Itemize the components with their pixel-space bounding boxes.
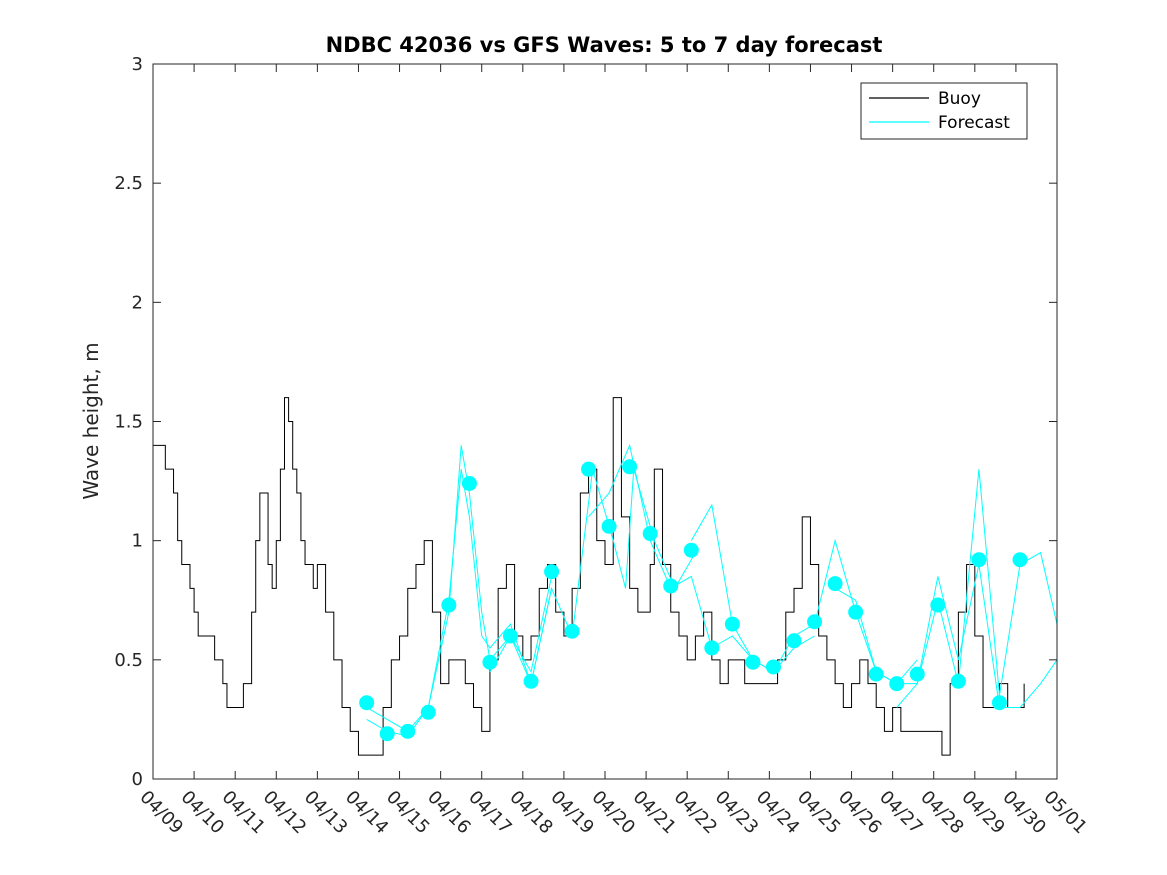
y-tick-label: 2 <box>132 292 143 313</box>
y-tick-label: 2.5 <box>114 173 143 194</box>
forecast-point <box>544 564 560 580</box>
legend: Buoy Forecast <box>860 82 1028 140</box>
forecast-point <box>420 704 436 720</box>
forecast-point <box>379 726 395 742</box>
forecast-point <box>745 654 761 670</box>
forecast-point <box>868 666 884 682</box>
legend-buoy-label: Buoy <box>938 89 981 109</box>
forecast-point <box>724 616 740 632</box>
forecast-point <box>564 623 580 639</box>
buoy-line <box>153 397 1025 756</box>
forecast-point <box>622 459 638 475</box>
forecast-point <box>930 597 946 613</box>
legend-box <box>860 82 1028 140</box>
legend-forecast-label: Forecast <box>938 113 1010 133</box>
y-tick-label: 0.5 <box>114 650 143 671</box>
forecast-point <box>827 576 843 592</box>
forecast-point <box>765 659 781 675</box>
forecast-point <box>909 666 925 682</box>
forecast-point <box>642 526 658 542</box>
y-tick-label: 0 <box>132 769 143 790</box>
forecast-point <box>971 552 987 568</box>
forecast-point <box>848 604 864 620</box>
forecast-point <box>461 475 477 491</box>
chart-title: NDBC 42036 vs GFS Waves: 5 to 7 day fore… <box>326 33 883 57</box>
forecast-point <box>683 542 699 558</box>
forecast-point <box>523 673 539 689</box>
forecast-point <box>441 597 457 613</box>
forecast-point <box>889 676 905 692</box>
forecast-point <box>704 640 720 656</box>
y-tick-label: 3 <box>132 54 143 75</box>
y-axis-label: Wave height, m <box>79 342 103 499</box>
forecast-point <box>601 518 617 534</box>
forecast-point <box>581 461 597 477</box>
forecast-point <box>502 628 518 644</box>
forecast-point <box>807 614 823 630</box>
forecast-point <box>950 673 966 689</box>
forecast-point <box>991 695 1007 711</box>
forecast-point <box>1012 552 1028 568</box>
forecast-point <box>663 578 679 594</box>
series-group <box>153 397 1058 756</box>
y-tick-label: 1.5 <box>114 412 143 433</box>
forecast-point <box>400 723 416 739</box>
forecast-point <box>482 654 498 670</box>
forecast-point <box>786 633 802 649</box>
y-tick-label: 1 <box>132 531 143 552</box>
forecast-point <box>359 695 375 711</box>
